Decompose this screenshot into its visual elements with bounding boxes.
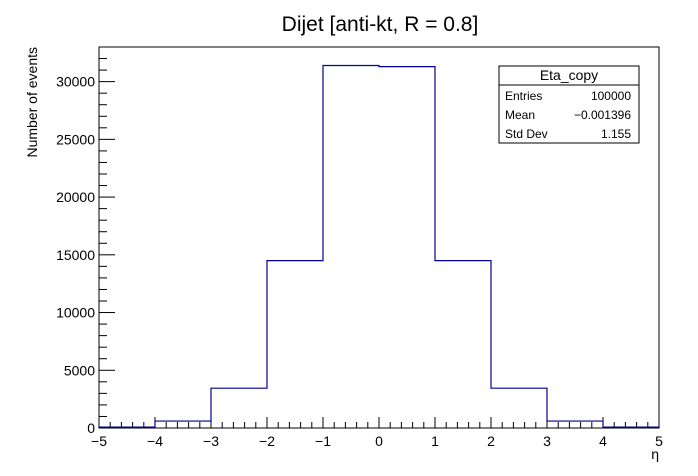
x-tick-label: 5 [655, 433, 663, 449]
y-tick-label: 15000 [56, 247, 95, 263]
stats-box: Eta_copy Entries 100000 Mean −0.001396 S… [498, 65, 640, 144]
x-tick-label: −1 [315, 433, 331, 449]
x-tick-label: 3 [543, 433, 551, 449]
stats-stddev-label: Std Dev [505, 127, 548, 141]
histogram-bin [379, 67, 435, 428]
y-tick-label: 20000 [56, 189, 95, 205]
chart-title: Dijet [anti-kt, R = 0.8] [282, 13, 479, 36]
histogram-bin [603, 427, 659, 428]
histogram-bin [323, 65, 379, 428]
x-tick-label: 2 [487, 433, 495, 449]
x-axis-label: η [651, 446, 659, 462]
stats-stddev-value: 1.155 [601, 127, 631, 141]
y-tick-label: 25000 [56, 131, 95, 147]
y-tick-label: 0 [87, 420, 95, 436]
histogram-outline [98, 64, 660, 428]
stats-title: Eta_copy [540, 67, 598, 83]
x-tick-label: 4 [599, 433, 607, 449]
histogram-bins [98, 64, 660, 428]
y-axis: 0 5000 10000 15000 20000 25000 30000 [56, 46, 115, 436]
x-tick-label: −4 [147, 433, 163, 449]
stats-mean-value: −0.001396 [574, 108, 631, 122]
x-tick-label: −2 [259, 433, 275, 449]
histogram-bin [491, 388, 547, 428]
x-tick-label: 1 [431, 433, 439, 449]
x-tick-label: −5 [91, 433, 107, 449]
histogram-bin [547, 421, 603, 428]
histogram-bin [155, 421, 211, 428]
stats-mean-label: Mean [505, 108, 535, 122]
stats-entries-label: Entries [505, 89, 542, 103]
histogram-bin [211, 388, 267, 428]
histogram-bin [99, 427, 155, 428]
y-tick-label: 10000 [56, 305, 95, 321]
histogram-bin [267, 261, 323, 428]
y-tick-label: 30000 [56, 74, 95, 90]
stats-entries-value: 100000 [591, 89, 631, 103]
y-axis-label: Number of events [24, 47, 40, 158]
x-tick-label: 0 [375, 433, 383, 449]
x-tick-label: −3 [203, 433, 219, 449]
histogram-bin [435, 261, 491, 428]
y-tick-label: 5000 [64, 362, 95, 378]
